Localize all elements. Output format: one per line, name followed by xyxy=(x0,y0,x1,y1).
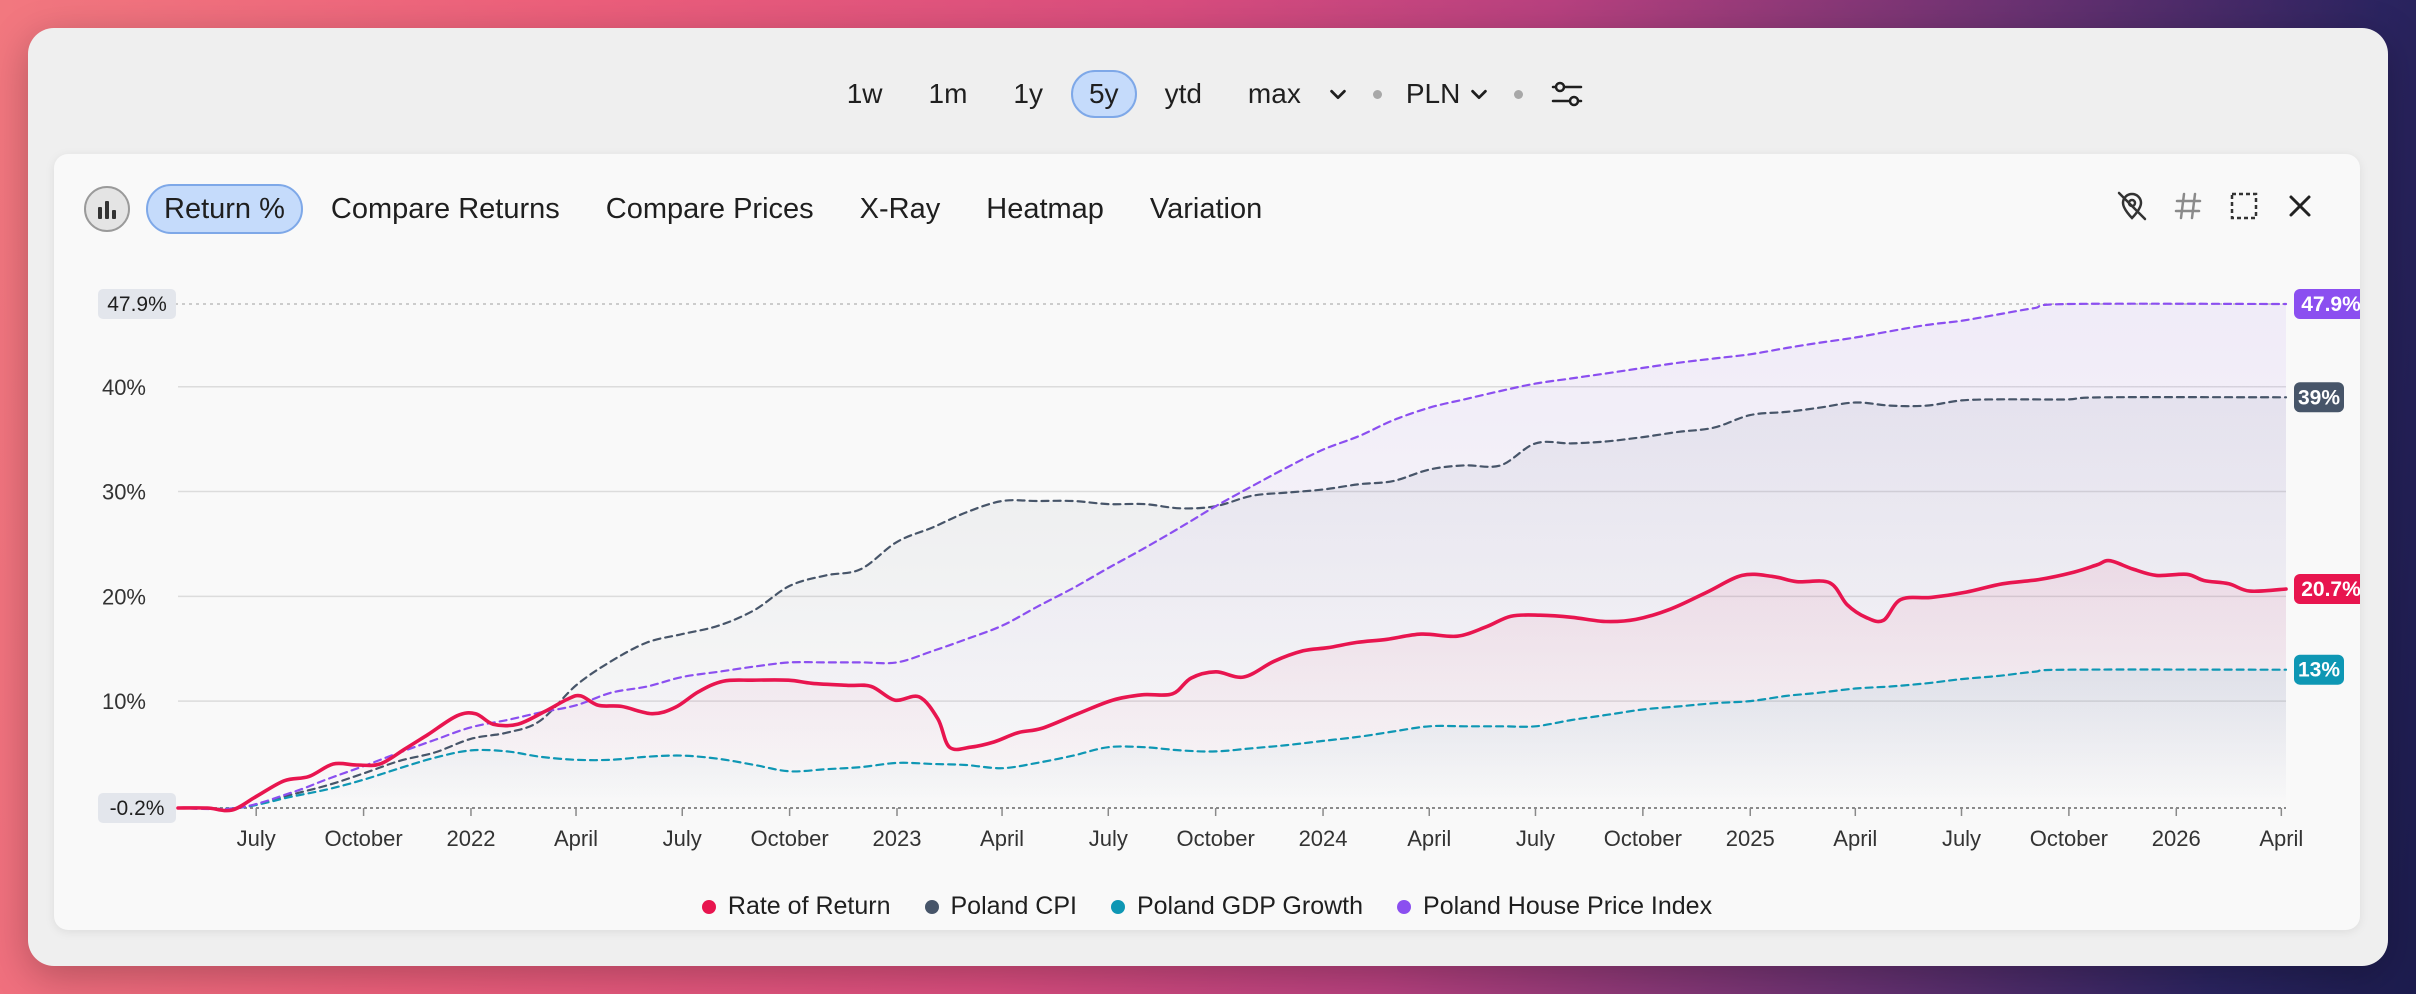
x-tick-label: October xyxy=(2030,826,2108,851)
tab-compare-returns[interactable]: Compare Returns xyxy=(330,193,560,225)
range-max-dropdown[interactable]: max xyxy=(1230,70,1349,118)
end-value-label-cpi: 39% xyxy=(2298,386,2340,409)
range-1w-button[interactable]: 1w xyxy=(846,78,883,109)
x-tick-label: July xyxy=(1516,826,1555,851)
x-tick-label: April xyxy=(1833,826,1877,851)
legend-item-rate-of-return[interactable]: Rate of Return xyxy=(701,892,891,921)
range-1y-button[interactable]: 1y xyxy=(1013,78,1043,109)
legend-dot xyxy=(1110,899,1125,914)
tab-return-percent[interactable]: Return % xyxy=(146,184,303,234)
x-tick-label: April xyxy=(1407,826,1451,851)
max-value-badge-bg xyxy=(98,289,176,319)
min-value-badge: -0.2% xyxy=(110,797,165,820)
hash-icon[interactable] xyxy=(2168,186,2208,226)
range-5y-button[interactable]: 5y xyxy=(1070,70,1137,118)
chevron-down-icon xyxy=(1330,89,1346,100)
legend-item-poland-house-price-index[interactable]: Poland House Price Index xyxy=(1397,892,1712,921)
legend-item-poland-gdp-growth[interactable]: Poland GDP Growth xyxy=(1110,892,1364,921)
chart-card: Return % Compare Returns Compare Prices … xyxy=(54,154,2360,930)
min-value-badge-bg xyxy=(98,793,176,823)
chart-tools xyxy=(2112,186,2320,226)
legend-label: Poland House Price Index xyxy=(1423,892,1713,920)
legend-dot xyxy=(1397,899,1412,914)
currency-dropdown[interactable]: PLN xyxy=(1406,78,1490,110)
tab-compare-prices[interactable]: Compare Prices xyxy=(605,193,814,225)
x-tick-label: 2025 xyxy=(1726,826,1775,851)
tab-variation[interactable]: Variation xyxy=(1149,193,1263,225)
x-tick-label: July xyxy=(1089,826,1128,851)
x-tick-label: April xyxy=(980,826,1024,851)
sliders-icon[interactable] xyxy=(1547,74,1587,114)
series-line-rate_of_return xyxy=(176,558,2288,813)
hide-values-icon[interactable] xyxy=(2112,186,2152,226)
end-value-badge-bg-cpi xyxy=(2294,382,2344,413)
y-tick-label: 20% xyxy=(102,584,146,609)
chart-legend: Rate of Return Poland CPI Poland GDP Gro… xyxy=(54,892,2360,921)
y-tick-label: 30% xyxy=(102,480,146,505)
bar-chart-icon[interactable] xyxy=(84,186,130,232)
return-line-chart: 10% 20% 30% 40% 47.9% -0.2% July October 2022 Apr… xyxy=(98,289,2360,851)
x-tick-label: April xyxy=(2259,826,2303,851)
x-tick-label: October xyxy=(1177,826,1255,851)
legend-label: Poland CPI xyxy=(950,892,1077,920)
tab-x-ray[interactable]: X-Ray xyxy=(859,193,941,225)
legend-item-poland-cpi[interactable]: Poland CPI xyxy=(924,892,1077,921)
series-line-gdp xyxy=(176,668,2288,810)
end-value-label-rate_of_return: 20.7% xyxy=(2301,578,2360,601)
y-tick-label: 10% xyxy=(102,689,146,714)
series-area-house_price xyxy=(178,304,2286,808)
x-tick-label: April xyxy=(554,826,598,851)
x-tick-label: October xyxy=(1604,826,1682,851)
end-value-badge-bg-rate_of_return xyxy=(2294,574,2360,605)
tab-heatmap[interactable]: Heatmap xyxy=(986,193,1104,225)
range-toolbar: 1w 1m 1y 5y ytd max PLN xyxy=(28,64,2388,124)
close-icon[interactable] xyxy=(2280,186,2320,226)
end-value-label-gdp: 13% xyxy=(2298,659,2340,682)
max-value-badge: 47.9% xyxy=(107,293,167,316)
x-tick-label: 2022 xyxy=(446,826,495,851)
legend-label: Poland GDP Growth xyxy=(1136,892,1364,920)
chart-tabs: Return % Compare Returns Compare Prices … xyxy=(84,182,1280,236)
end-value-badge-bg-gdp xyxy=(2294,654,2344,685)
app-window: 1w 1m 1y 5y ytd max PLN Return % Compare… xyxy=(28,28,2388,966)
x-tick-label: July xyxy=(663,826,702,851)
x-tick-label: October xyxy=(750,826,828,851)
x-tick-label: July xyxy=(1942,826,1981,851)
x-tick-label: 2026 xyxy=(2152,826,2201,851)
expand-icon[interactable] xyxy=(2224,186,2264,226)
series-line-cpi xyxy=(176,396,2288,811)
range-1m-button[interactable]: 1m xyxy=(928,78,968,109)
legend-dot xyxy=(701,899,716,914)
currency-label: PLN xyxy=(1405,78,1461,109)
x-tick-label: October xyxy=(324,826,402,851)
legend-dot xyxy=(924,899,939,914)
y-tick-label: 40% xyxy=(102,375,146,400)
range-max-button[interactable]: max xyxy=(1247,78,1301,109)
legend-label: Rate of Return xyxy=(727,892,891,920)
chevron-down-icon xyxy=(1471,89,1488,100)
separator-dot xyxy=(1372,89,1382,99)
end-value-label-house_price: 47.9% xyxy=(2301,293,2360,316)
x-tick-label: July xyxy=(237,826,276,851)
end-value-badge-bg-house_price xyxy=(2294,289,2360,319)
separator-dot xyxy=(1514,89,1524,99)
range-ytd-button[interactable]: ytd xyxy=(1164,78,1202,109)
x-tick-label: 2024 xyxy=(1299,826,1348,851)
x-tick-label: 2023 xyxy=(873,826,922,851)
